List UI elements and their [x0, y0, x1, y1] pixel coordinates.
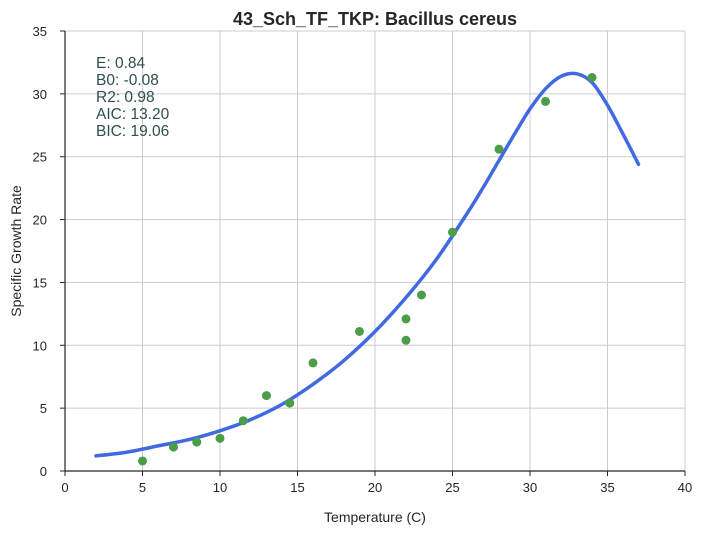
data-point: [401, 335, 411, 345]
data-points: [138, 73, 597, 466]
annotation-line: BIC: 19.06: [96, 123, 169, 140]
y-tick-label: 10: [33, 338, 47, 353]
data-point: [417, 290, 426, 300]
y-tick-label: 20: [33, 213, 47, 228]
data-point: [238, 416, 248, 426]
data-point: [541, 96, 550, 106]
x-tick-label: 0: [61, 480, 68, 495]
x-tick-label: 30: [523, 480, 537, 495]
y-tick-labels: 0 5 10 15 20 25 30 35: [33, 24, 65, 479]
x-tick-label: 20: [368, 480, 382, 495]
y-tick-label: 15: [33, 275, 47, 290]
y-axis-label: Specific Growth Rate: [8, 185, 24, 317]
data-point: [401, 314, 411, 324]
data-point: [215, 433, 225, 443]
data-point: [138, 456, 147, 466]
data-point: [494, 144, 504, 154]
y-tick-label: 35: [33, 24, 47, 39]
annotation-line: R2: 0.98: [96, 89, 155, 106]
data-point: [262, 391, 271, 401]
data-point: [169, 442, 178, 452]
data-point: [308, 358, 318, 368]
x-axis-label: Temperature (C): [324, 509, 426, 525]
data-point: [587, 73, 597, 83]
x-tick-label: 5: [139, 480, 146, 495]
x-tick-label: 10: [213, 480, 227, 495]
chart-title: 43_Sch_TF_TKP: Bacillus cereus: [233, 9, 517, 29]
y-tick-label: 5: [40, 401, 47, 416]
y-tick-label: 30: [33, 87, 47, 102]
data-point: [355, 326, 364, 336]
x-tick-label: 15: [290, 480, 304, 495]
data-point: [285, 398, 295, 408]
x-tick-label: 35: [600, 480, 614, 495]
annotation-line: AIC: 13.20: [96, 106, 170, 123]
data-point: [448, 227, 457, 237]
annotation-line: B0: -0.08: [96, 72, 159, 89]
data-point: [192, 437, 202, 447]
annotation-line: E: 0.84: [96, 55, 145, 72]
x-tick-labels: 0 5 10 15 20 25 30 35 40: [61, 471, 692, 495]
y-tick-label: 0: [40, 464, 47, 479]
x-tick-label: 25: [445, 480, 459, 495]
x-tick-label: 40: [678, 480, 692, 495]
y-tick-label: 25: [33, 150, 47, 165]
